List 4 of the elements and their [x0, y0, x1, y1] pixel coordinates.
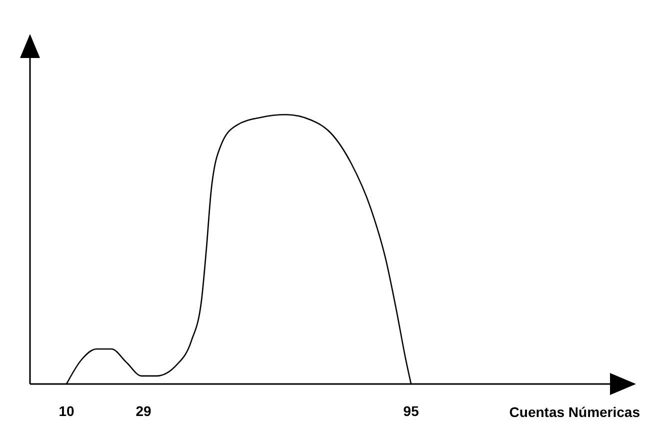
x-tick-label: 10	[58, 402, 74, 419]
x-tick-label: 95	[403, 402, 420, 419]
x-axis-title: Cuentas Númericas	[509, 404, 640, 420]
x-tick-label: 29	[136, 402, 152, 419]
